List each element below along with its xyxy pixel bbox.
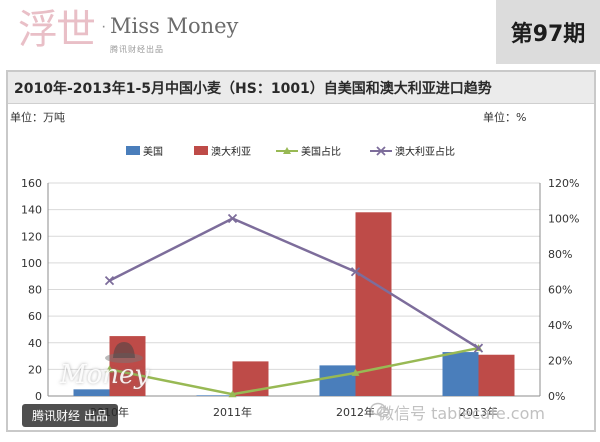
y-tick-label: 20 [28,363,42,376]
logo-separator: · [101,18,107,35]
bar-us [196,395,233,396]
y2-tick-label: 60% [548,284,572,297]
right-axis-unit: 单位：% [483,111,527,124]
legend-swatch [126,146,140,155]
bar-australia [478,354,515,396]
logo-title: Miss Money [110,14,239,38]
y-tick-label: 40 [28,337,42,350]
legend-label: 美国 [143,145,163,158]
legend-label: 澳大利亚占比 [395,145,455,158]
y2-tick-label: 100% [548,213,579,226]
marker-australia-share [350,267,361,277]
x-tick-label: 2012年 [336,405,375,419]
left-axis-unit: 单位：万吨 [10,111,65,124]
chart-title: 2010年-2013年1-5月中国小麦（HS：1001）自美国和澳大利亚进口趋势 [8,72,594,104]
legend-marker [376,146,386,156]
y2-tick-label: 120% [548,177,579,190]
watermark-brand: Money [60,360,150,390]
bar-australia [355,212,392,396]
marker-australia-share [104,275,115,286]
y2-tick-label: 80% [548,248,572,261]
issue-number: 第97期 [496,0,600,64]
wechat-icon [370,402,390,418]
marker-us-share [105,365,114,373]
legend-marker [283,147,291,154]
logo-glyph: 浮世 [18,7,96,53]
y-tick-label: 0 [35,390,42,403]
y2-tick-label: 0% [548,390,565,403]
x-tick-label: 2013年 [459,405,498,419]
y2-tick-label: 20% [548,355,572,368]
marker-australia-share [227,213,238,224]
line-australia-share [108,217,480,350]
legend-label: 美国占比 [301,145,341,158]
y-tick-label: 160 [21,177,42,190]
watermark-wechat: 微信号 tabiecafe.com [378,404,545,423]
bar-us [319,365,356,396]
logo-subtitle: 腾讯财经出品 [110,45,164,54]
marker-australia-share [473,343,484,353]
x-tick-label: 2011年 [213,405,252,419]
line-us-share [109,346,479,396]
y-tick-label: 80 [28,284,42,297]
y2-tick-label: 40% [548,319,572,332]
header: 浮世 · Miss Money 腾讯财经出品 第97期 [0,0,600,64]
y-tick-label: 140 [21,204,42,217]
legend-swatch [194,146,208,155]
y-tick-label: 120 [21,230,42,243]
bar-us [442,352,479,396]
y-tick-label: 60 [28,310,42,323]
legend-label: 澳大利亚 [211,145,251,158]
publisher-badge: 腾讯财经 出品 [22,404,118,427]
marker-us-share [351,368,360,376]
bar-us [73,389,110,396]
y-tick-label: 100 [21,257,42,270]
hat-icon [105,342,143,363]
marker-us-share [228,390,237,398]
